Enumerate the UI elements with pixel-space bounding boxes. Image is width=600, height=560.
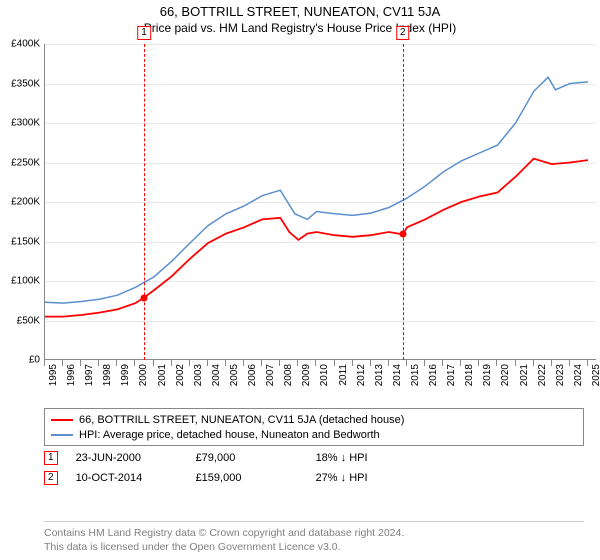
sale-diff: 27% ↓ HPI <box>316 472 436 484</box>
table-row: 1 23-JUN-2000 £79,000 18% ↓ HPI <box>44 448 584 468</box>
x-tick-label: 2006 <box>247 364 258 386</box>
y-tick-label: £350K <box>11 78 40 89</box>
sale-diff: 18% ↓ HPI <box>316 452 436 464</box>
x-tick-label: 2017 <box>446 364 457 386</box>
x-tick-label: 2023 <box>555 364 566 386</box>
x-tick-label: 2013 <box>374 364 385 386</box>
x-tick-label: 2020 <box>500 364 511 386</box>
x-tick-label: 2021 <box>519 364 530 386</box>
y-tick-label: £150K <box>11 236 40 247</box>
x-tick-label: 2002 <box>175 364 186 386</box>
sale-marker-box: 1 <box>137 26 151 40</box>
y-tick-label: £200K <box>11 197 40 208</box>
series-hpi <box>45 77 588 303</box>
sale-price: £159,000 <box>196 472 316 484</box>
legend: 66, BOTTRILL STREET, NUNEATON, CV11 5JA … <box>44 408 584 446</box>
y-tick-label: £400K <box>11 39 40 50</box>
sale-dot <box>140 294 147 301</box>
x-tick-label: 2000 <box>138 364 149 386</box>
y-tick-label: £100K <box>11 276 40 287</box>
sale-price: £79,000 <box>196 452 316 464</box>
x-tick-label: 1995 <box>48 364 59 386</box>
y-tick-label: £300K <box>11 118 40 129</box>
sale-dot <box>399 231 406 238</box>
sale-marker-line <box>144 44 145 360</box>
sale-date: 10-OCT-2014 <box>76 472 196 484</box>
x-tick-label: 2015 <box>410 364 421 386</box>
x-tick-label: 2016 <box>428 364 439 386</box>
x-tick-label: 2025 <box>591 364 600 386</box>
sale-marker-box: 2 <box>396 26 410 40</box>
y-tick-label: £250K <box>11 157 40 168</box>
x-tick-label: 1996 <box>66 364 77 386</box>
x-tick-label: 2004 <box>211 364 222 386</box>
sales-table: 1 23-JUN-2000 £79,000 18% ↓ HPI 2 10-OCT… <box>44 448 584 488</box>
legend-swatch <box>51 419 73 421</box>
sale-date: 23-JUN-2000 <box>76 452 196 464</box>
series-price_paid <box>45 159 588 317</box>
sale-marker-line <box>403 44 404 360</box>
sale-marker-num: 1 <box>44 451 58 465</box>
footer-attribution: Contains HM Land Registry data © Crown c… <box>44 521 584 554</box>
table-row: 2 10-OCT-2014 £159,000 27% ↓ HPI <box>44 468 584 488</box>
x-tick-label: 2009 <box>301 364 312 386</box>
x-tick-label: 1998 <box>102 364 113 386</box>
x-tick-label: 2008 <box>283 364 294 386</box>
x-tick-label: 2024 <box>573 364 584 386</box>
x-tick-label: 2012 <box>356 364 367 386</box>
page-subtitle: Price paid vs. HM Land Registry's House … <box>0 19 600 39</box>
legend-label: HPI: Average price, detached house, Nune… <box>79 429 380 441</box>
chart-area: £0£50K£100K£150K£200K£250K£300K£350K£400… <box>0 44 600 404</box>
sale-marker-num: 2 <box>44 471 58 485</box>
x-tick-label: 2001 <box>157 364 168 386</box>
legend-label: 66, BOTTRILL STREET, NUNEATON, CV11 5JA … <box>79 414 404 426</box>
legend-swatch <box>51 434 73 436</box>
x-tick-label: 2007 <box>265 364 276 386</box>
x-tick-label: 2003 <box>193 364 204 386</box>
x-tick-label: 1997 <box>84 364 95 386</box>
x-tick-label: 2010 <box>319 364 330 386</box>
legend-item: HPI: Average price, detached house, Nune… <box>51 427 577 442</box>
x-tick-label: 2011 <box>338 364 349 386</box>
x-axis-labels: 1995 1996 1997 1998 1999 2000 2001 2002 2003 2004… <box>44 362 596 404</box>
plot-area: 12 <box>44 44 596 360</box>
y-axis-labels: £0£50K£100K£150K£200K£250K£300K£350K£400… <box>0 44 42 360</box>
x-tick-label: 2019 <box>482 364 493 386</box>
y-tick-label: £0 <box>29 355 40 366</box>
footer-line: Contains HM Land Registry data © Crown c… <box>44 526 584 540</box>
x-tick-label: 2018 <box>464 364 475 386</box>
page-title: 66, BOTTRILL STREET, NUNEATON, CV11 5JA <box>0 0 600 19</box>
x-tick-label: 2005 <box>229 364 240 386</box>
x-tick-label: 2022 <box>537 364 548 386</box>
x-tick-label: 1999 <box>120 364 131 386</box>
y-tick-label: £50K <box>17 315 40 326</box>
x-tick-label: 2014 <box>392 364 403 386</box>
footer-line: This data is licensed under the Open Gov… <box>44 540 584 554</box>
legend-item: 66, BOTTRILL STREET, NUNEATON, CV11 5JA … <box>51 412 577 427</box>
